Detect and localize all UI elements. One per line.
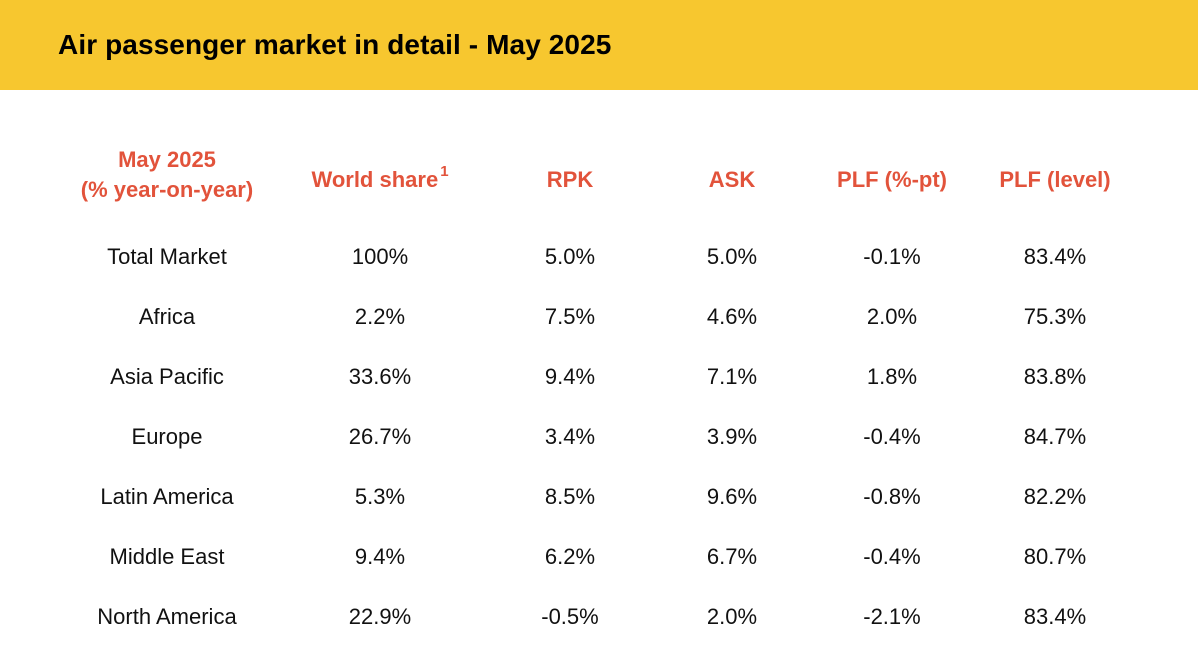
cell-plf-pt: -0.1% xyxy=(863,244,921,269)
cell-world-share: 22.9% xyxy=(348,604,412,629)
cell-plf-pt: -0.4% xyxy=(863,544,921,569)
cell-world-share: 5.3% xyxy=(354,484,406,509)
title-banner: Air passenger market in detail - May 202… xyxy=(0,0,1198,90)
cell-region: Africa xyxy=(138,304,196,329)
cell-world-share: 2.2% xyxy=(354,304,406,329)
cell-plf-pt: -0.4% xyxy=(863,424,921,449)
cell-ask: 6.7% xyxy=(706,544,758,569)
cell-rpk: 7.5% xyxy=(544,304,596,329)
cell-rpk: 6.2% xyxy=(544,544,596,569)
cell-rpk: 3.4% xyxy=(544,424,596,449)
header-ask: ASK xyxy=(708,167,756,192)
cell-region: Europe xyxy=(131,424,203,449)
cell-plf-level: 75.3% xyxy=(1023,304,1087,329)
cell-world-share: 33.6% xyxy=(348,364,412,389)
header-plf-pt: PLF (%-pt) xyxy=(837,167,947,192)
cell-region: Middle East xyxy=(109,544,225,569)
cell-rpk: 9.4% xyxy=(544,364,596,389)
cell-region: Total Market xyxy=(107,244,227,269)
cell-ask: 3.9% xyxy=(706,424,758,449)
header-world-share-label: World share xyxy=(311,167,439,192)
header-world-share: World share 1 xyxy=(300,162,460,195)
header-plf-level: PLF (level) xyxy=(999,167,1111,192)
cell-rpk: 5.0% xyxy=(544,244,596,269)
cell-region: North America xyxy=(97,604,237,629)
cell-plf-pt: -0.8% xyxy=(863,484,921,509)
page-title: Air passenger market in detail - May 202… xyxy=(58,29,612,60)
cell-world-share: 100% xyxy=(351,244,409,269)
cell-world-share: 26.7% xyxy=(348,424,412,449)
cell-plf-level: 82.2% xyxy=(1023,484,1087,509)
cell-ask: 5.0% xyxy=(706,244,758,269)
cell-world-share: 9.4% xyxy=(354,544,406,569)
cell-plf-level: 80.7% xyxy=(1023,544,1087,569)
cell-ask: 9.6% xyxy=(706,484,758,509)
cell-rpk: 8.5% xyxy=(544,484,596,509)
cell-region: Latin America xyxy=(100,484,234,509)
cell-ask: 4.6% xyxy=(706,304,758,329)
cell-plf-pt: 1.8% xyxy=(866,364,918,389)
header-period-line2: (% year-on-year) xyxy=(80,177,254,202)
header-period: May 2025 (% year-on-year) xyxy=(47,145,287,205)
cell-ask: 7.1% xyxy=(706,364,758,389)
cell-plf-pt: -2.1% xyxy=(863,604,921,629)
cell-plf-level: 84.7% xyxy=(1023,424,1087,449)
cell-region: Asia Pacific xyxy=(110,364,224,389)
cell-plf-level: 83.8% xyxy=(1023,364,1087,389)
cell-rpk: -0.5% xyxy=(541,604,599,629)
header-period-line1: May 2025 xyxy=(118,147,216,172)
footnote-marker: 1 xyxy=(440,162,449,180)
cell-plf-level: 83.4% xyxy=(1023,244,1087,269)
cell-plf-pt: 2.0% xyxy=(866,304,918,329)
header-rpk: RPK xyxy=(546,167,594,192)
cell-plf-level: 83.4% xyxy=(1023,604,1087,629)
cell-ask: 2.0% xyxy=(706,604,758,629)
